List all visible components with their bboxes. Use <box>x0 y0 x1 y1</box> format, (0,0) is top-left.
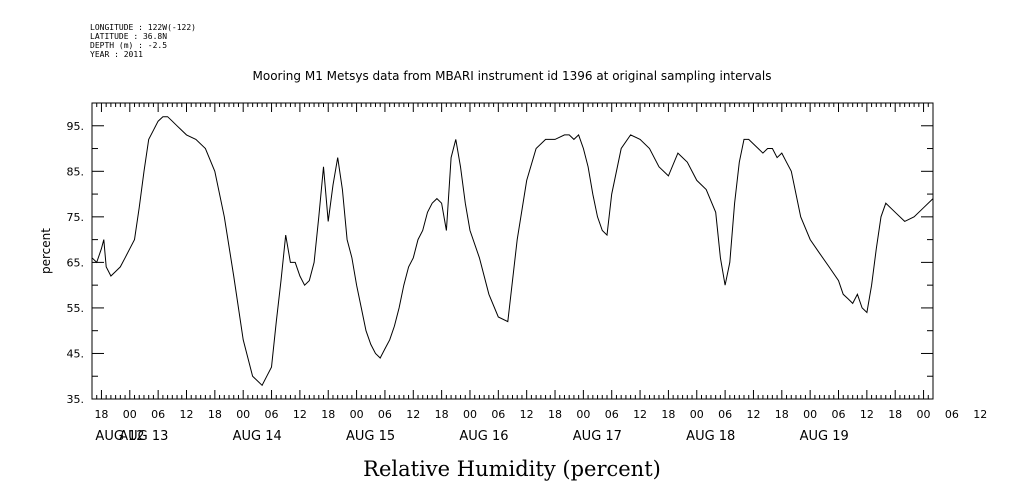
x-tick-label: 12 <box>293 408 307 421</box>
y-axis-label: percent <box>39 228 53 274</box>
tick-marks <box>91 102 934 400</box>
day-label: AUG 13 <box>119 429 168 444</box>
day-label: AUG 14 <box>233 429 282 444</box>
x-tick-label: 12 <box>406 408 420 421</box>
chart-title: Mooring M1 Metsys data from MBARI instru… <box>253 69 772 83</box>
meta-longitude: LONGITUDE : 122W(-122) <box>90 23 196 32</box>
x-tick-label: 06 <box>945 408 959 421</box>
x-tick-label: 06 <box>718 408 732 421</box>
meta-depth: DEPTH (m) : -2.5 <box>90 41 167 50</box>
x-tick-label: 18 <box>548 408 562 421</box>
x-tick-label: 12 <box>860 408 874 421</box>
x-tick-label: 06 <box>832 408 846 421</box>
x-tick-label: 18 <box>435 408 449 421</box>
day-label: AUG 12 <box>95 429 144 444</box>
x-tick-label: 00 <box>463 408 477 421</box>
day-label: AUG 16 <box>459 429 508 444</box>
x-tick-label: 06 <box>151 408 165 421</box>
x-tick-label: 18 <box>775 408 789 421</box>
y-tick-label: 55. <box>67 302 85 315</box>
plot-frame <box>91 102 934 400</box>
x-tick-label: 06 <box>605 408 619 421</box>
x-tick-label: 12 <box>746 408 760 421</box>
meta-latitude: LATITUDE : 36.8N <box>90 32 167 41</box>
day-label: AUG 15 <box>346 429 395 444</box>
x-tick-label: 18 <box>208 408 222 421</box>
y-tick-label: 35. <box>67 393 85 406</box>
x-tick-label: 00 <box>123 408 137 421</box>
x-tick-label: 18 <box>321 408 335 421</box>
x-tick-label: 18 <box>94 408 108 421</box>
x-tick-label: 12 <box>179 408 193 421</box>
meta-year: YEAR : 2011 <box>90 50 143 59</box>
x-axis-label: Relative Humidity (percent) <box>363 457 661 481</box>
y-tick-label: 95. <box>67 120 85 133</box>
x-tick-label: 12 <box>973 408 987 421</box>
x-tick-label: 18 <box>888 408 902 421</box>
day-label: AUG 19 <box>800 429 849 444</box>
y-tick-labels: 35. 45. 55. 65. 75. 85. 95. <box>67 120 85 406</box>
x-tick-label: 00 <box>803 408 817 421</box>
x-tick-label: 00 <box>576 408 590 421</box>
x-tick-label: 06 <box>265 408 279 421</box>
y-tick-label: 85. <box>67 165 85 178</box>
x-tick-label: 12 <box>520 408 534 421</box>
x-tick-label: 00 <box>350 408 364 421</box>
x-tick-label: 00 <box>917 408 931 421</box>
y-tick-label: 45. <box>67 347 85 360</box>
y-tick-label: 65. <box>67 256 85 269</box>
x-tick-label: 06 <box>491 408 505 421</box>
x-tick-label: 06 <box>378 408 392 421</box>
x-tick-labels: 18 00 06 12 18 00 06 12 18 00 06 12 18 00 06 12 18 00 06 12… <box>94 408 987 421</box>
x-tick-label: 12 <box>633 408 647 421</box>
x-tick-label: 18 <box>661 408 675 421</box>
day-label: AUG 18 <box>686 429 735 444</box>
x-tick-label: 00 <box>236 408 250 421</box>
day-label: AUG 17 <box>573 429 622 444</box>
x-tick-label: 00 <box>690 408 704 421</box>
y-tick-label: 75. <box>67 211 85 224</box>
series-line-relative-humidity <box>91 116 934 387</box>
